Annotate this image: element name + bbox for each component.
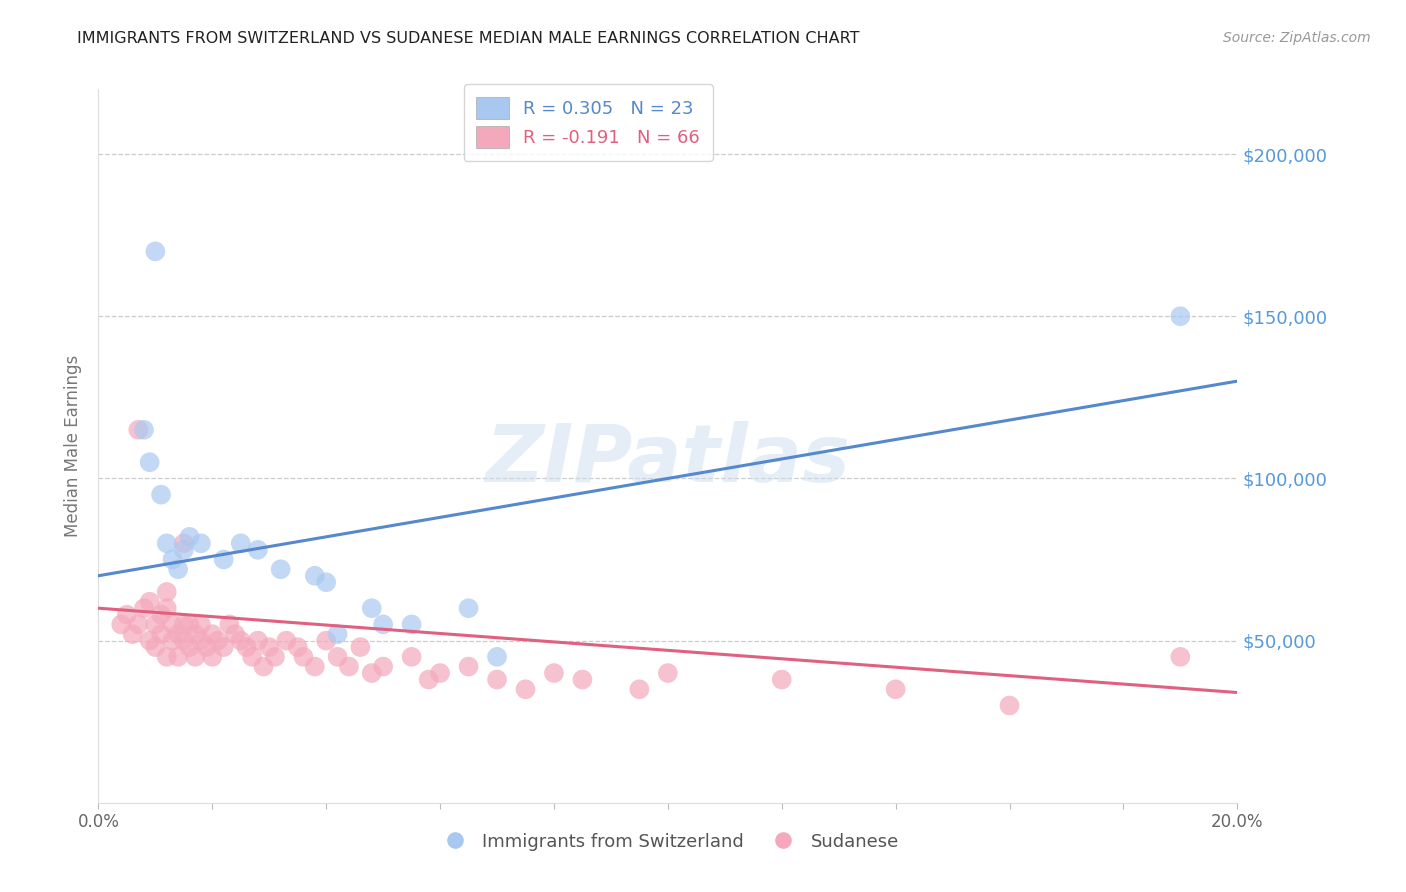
Point bbox=[276, 633, 298, 648]
Point bbox=[173, 542, 195, 557]
Point bbox=[190, 536, 212, 550]
Point bbox=[173, 633, 195, 648]
Text: IMMIGRANTS FROM SWITZERLAND VS SUDANESE MEDIAN MALE EARNINGS CORRELATION CHART: IMMIGRANTS FROM SWITZERLAND VS SUDANESE … bbox=[77, 31, 860, 46]
Point bbox=[229, 633, 252, 648]
Point bbox=[132, 601, 155, 615]
Point bbox=[246, 542, 269, 557]
Point bbox=[218, 617, 240, 632]
Point bbox=[292, 649, 315, 664]
Point bbox=[246, 633, 269, 648]
Point bbox=[264, 649, 287, 664]
Point bbox=[190, 633, 212, 648]
Point bbox=[315, 633, 337, 648]
Point bbox=[179, 530, 201, 544]
Point bbox=[212, 640, 235, 654]
Point bbox=[515, 682, 537, 697]
Text: ZIPatlas: ZIPatlas bbox=[485, 421, 851, 500]
Point bbox=[167, 649, 190, 664]
Point bbox=[145, 617, 167, 632]
Point bbox=[401, 617, 423, 632]
Point bbox=[304, 568, 326, 582]
Point bbox=[156, 536, 179, 550]
Point bbox=[173, 617, 195, 632]
Point bbox=[150, 627, 173, 641]
Y-axis label: Median Male Earnings: Median Male Earnings bbox=[65, 355, 83, 537]
Text: Source: ZipAtlas.com: Source: ZipAtlas.com bbox=[1223, 31, 1371, 45]
Point bbox=[1170, 310, 1192, 324]
Point bbox=[884, 682, 907, 697]
Point bbox=[401, 649, 423, 664]
Point bbox=[287, 640, 309, 654]
Point bbox=[326, 627, 349, 641]
Point bbox=[207, 633, 229, 648]
Point bbox=[259, 640, 281, 654]
Point bbox=[486, 649, 509, 664]
Point bbox=[418, 673, 440, 687]
Point bbox=[543, 666, 565, 681]
Point bbox=[360, 601, 382, 615]
Point bbox=[252, 659, 274, 673]
Point bbox=[138, 455, 160, 469]
Point bbox=[167, 562, 190, 576]
Point bbox=[998, 698, 1021, 713]
Point bbox=[201, 649, 224, 664]
Point bbox=[628, 682, 651, 697]
Point bbox=[127, 423, 149, 437]
Point bbox=[571, 673, 593, 687]
Point bbox=[132, 423, 155, 437]
Point bbox=[349, 640, 371, 654]
Point bbox=[304, 659, 326, 673]
Point bbox=[162, 633, 184, 648]
Point bbox=[657, 666, 679, 681]
Point bbox=[179, 640, 201, 654]
Point bbox=[360, 666, 382, 681]
Point bbox=[190, 617, 212, 632]
Point bbox=[156, 649, 179, 664]
Point bbox=[156, 585, 179, 599]
Point bbox=[240, 649, 263, 664]
Point bbox=[201, 627, 224, 641]
Point bbox=[229, 536, 252, 550]
Point bbox=[150, 607, 173, 622]
Point bbox=[212, 552, 235, 566]
Point bbox=[326, 649, 349, 664]
Point bbox=[270, 562, 292, 576]
Point bbox=[486, 673, 509, 687]
Point bbox=[315, 575, 337, 590]
Point bbox=[457, 659, 479, 673]
Point bbox=[224, 627, 246, 641]
Point bbox=[235, 640, 257, 654]
Point bbox=[1170, 649, 1192, 664]
Point bbox=[145, 244, 167, 259]
Point bbox=[337, 659, 360, 673]
Point bbox=[373, 659, 395, 673]
Point bbox=[127, 617, 149, 632]
Point bbox=[110, 617, 132, 632]
Point bbox=[184, 627, 207, 641]
Point bbox=[138, 633, 160, 648]
Point bbox=[770, 673, 793, 687]
Point bbox=[162, 617, 184, 632]
Point bbox=[162, 552, 184, 566]
Point bbox=[373, 617, 395, 632]
Point bbox=[179, 617, 201, 632]
Point bbox=[173, 536, 195, 550]
Point bbox=[156, 601, 179, 615]
Point bbox=[121, 627, 143, 641]
Point bbox=[457, 601, 479, 615]
Point bbox=[429, 666, 451, 681]
Point bbox=[167, 627, 190, 641]
Point bbox=[184, 649, 207, 664]
Legend: Immigrants from Switzerland, Sudanese: Immigrants from Switzerland, Sudanese bbox=[430, 826, 905, 858]
Point bbox=[150, 488, 173, 502]
Point bbox=[138, 595, 160, 609]
Point bbox=[195, 640, 218, 654]
Point bbox=[115, 607, 138, 622]
Point bbox=[145, 640, 167, 654]
